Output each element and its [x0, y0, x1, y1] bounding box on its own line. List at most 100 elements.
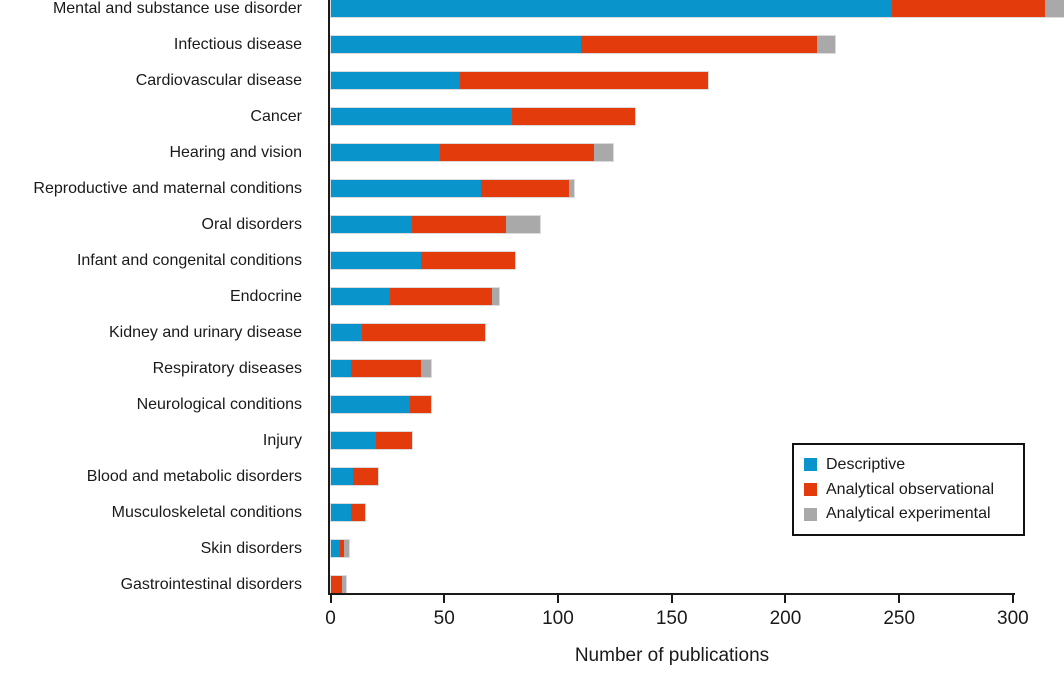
bar-segment — [330, 252, 422, 269]
x-axis-tick — [329, 595, 332, 603]
bar-row — [330, 108, 636, 125]
bar-row — [330, 324, 486, 341]
bar-segment — [389, 288, 492, 305]
bar-segment — [330, 576, 342, 593]
bar-row — [330, 360, 431, 377]
bar-segment — [594, 144, 613, 161]
x-axis-tick — [898, 595, 901, 603]
bar-segment — [341, 576, 347, 593]
x-axis-tick — [1011, 595, 1014, 603]
bar-segment — [330, 72, 461, 89]
x-axis-tick-label: 50 — [433, 608, 455, 629]
category-label: Cancer — [250, 107, 302, 125]
legend-item-analytical-observational: Analytical observational — [804, 481, 1013, 499]
bar-segment — [330, 360, 351, 377]
legend-label-analytical-experimental: Analytical experimental — [826, 505, 991, 523]
x-axis-tick-label: 300 — [997, 608, 1029, 629]
bar-segment — [330, 180, 481, 197]
bar-row — [330, 144, 613, 161]
category-label: Kidney and urinary disease — [108, 323, 302, 341]
category-label: Gastrointestinal disorders — [120, 575, 302, 593]
bar-row — [330, 540, 349, 557]
bar-row — [330, 0, 1064, 17]
bar-segment — [375, 432, 413, 449]
bar-segment — [350, 360, 422, 377]
category-label: Infant and congenital conditions — [76, 251, 302, 269]
bar-row — [330, 180, 574, 197]
category-label: Infectious disease — [173, 35, 302, 53]
bar-segment — [330, 504, 351, 521]
bar-segment — [330, 432, 376, 449]
bar-segment — [330, 468, 354, 485]
bar-segment — [330, 396, 411, 413]
legend-label-descriptive: Descriptive — [826, 455, 906, 473]
category-label: Blood and metabolic disorders — [86, 467, 302, 485]
x-axis-tick-label: 250 — [883, 608, 916, 629]
x-axis-tick — [556, 595, 559, 603]
x-axis-tick-label: 0 — [325, 608, 336, 629]
category-label: Endocrine — [229, 287, 302, 305]
bar-segment — [330, 216, 413, 233]
x-axis-tick-label: 200 — [769, 608, 802, 629]
bar-segment — [1044, 0, 1064, 17]
bar-segment — [350, 504, 365, 521]
bar-segment — [362, 324, 486, 341]
bar-segment — [330, 108, 513, 125]
category-label: Oral disorders — [201, 215, 302, 233]
bar-segment — [330, 0, 893, 17]
bar-segment — [505, 216, 540, 233]
category-label: Cardiovascular disease — [135, 71, 302, 89]
legend-swatch-analytical-observational-icon — [804, 483, 817, 496]
category-label: Mental and substance use disorder — [52, 0, 302, 17]
category-label: Injury — [262, 431, 302, 449]
bar-row — [330, 468, 379, 485]
bar-row — [330, 36, 836, 53]
legend: Descriptive Analytical observational Ana… — [792, 443, 1025, 536]
bar-segment — [480, 180, 570, 197]
bar-segment — [330, 540, 340, 557]
x-axis-tick-label: 150 — [655, 608, 688, 629]
bar-segment — [421, 360, 431, 377]
bar-segment — [330, 324, 363, 341]
bar-segment — [460, 72, 709, 89]
bar-segment — [412, 216, 506, 233]
x-axis-tick-label: 100 — [542, 608, 574, 629]
bar-segment — [892, 0, 1045, 17]
legend-label-analytical-observational: Analytical observational — [826, 480, 995, 498]
bar-segment — [330, 288, 390, 305]
bar-row — [330, 72, 709, 89]
x-axis-tick — [670, 595, 673, 603]
bar-segment — [512, 108, 636, 125]
category-label: Skin disorders — [200, 539, 302, 557]
category-label: Hearing and vision — [169, 143, 302, 161]
x-axis-tick — [443, 595, 446, 603]
bar-row — [330, 432, 413, 449]
bar-segment — [353, 468, 379, 485]
legend-item-analytical-experimental: Analytical experimental — [804, 505, 1013, 523]
category-label: Reproductive and maternal conditions — [33, 179, 302, 197]
x-axis-tick — [784, 595, 787, 603]
bar-row — [330, 252, 515, 269]
y-axis-line — [328, 0, 330, 595]
bar-segment — [330, 144, 440, 161]
bar-segment — [330, 36, 581, 53]
bar-segment — [344, 540, 349, 557]
bar-segment — [817, 36, 836, 53]
bar-segment — [410, 396, 431, 413]
bar-row — [330, 216, 540, 233]
legend-item-descriptive: Descriptive — [804, 456, 1013, 474]
category-label: Musculoskeletal conditions — [111, 503, 302, 521]
x-axis-title: Number of publications — [574, 645, 770, 666]
bar-segment — [580, 36, 818, 53]
legend-swatch-descriptive-icon — [804, 458, 817, 472]
bar-row — [330, 396, 431, 413]
category-label: Neurological conditions — [136, 395, 302, 413]
legend-swatch-analytical-experimental-icon — [804, 507, 817, 521]
category-label: Respiratory diseases — [152, 359, 302, 377]
bar-row — [330, 288, 499, 305]
bar-segment — [339, 540, 345, 557]
bar-segment — [421, 252, 515, 269]
bar-segment — [439, 144, 595, 161]
bar-row — [330, 504, 365, 521]
